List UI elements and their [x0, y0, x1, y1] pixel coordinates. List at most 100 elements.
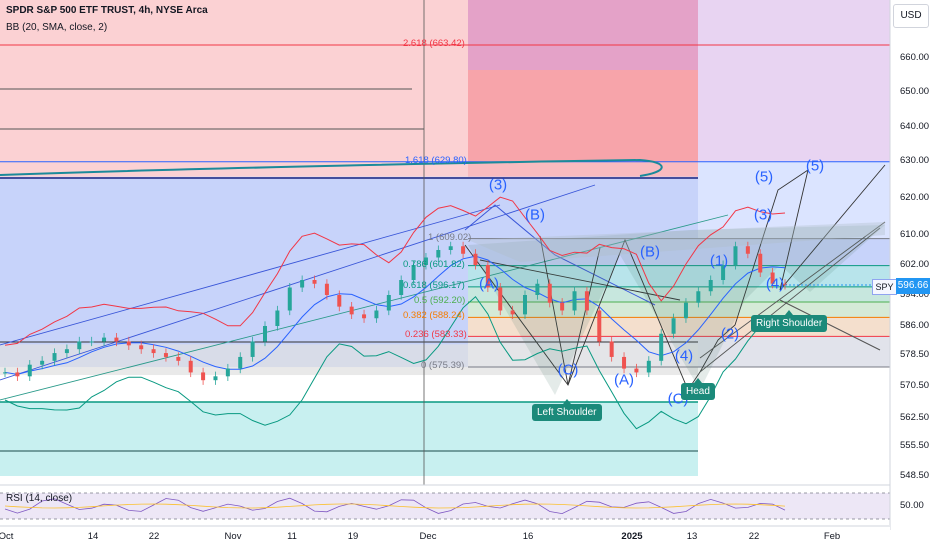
candle-body: [15, 372, 20, 377]
candle-body: [721, 265, 726, 280]
time-axis: [0, 525, 890, 550]
price-axis-tick: 620.00: [900, 192, 930, 203]
blue-zone-right: [698, 161, 890, 239]
zone-layer: [0, 0, 890, 476]
fib-level-label: 0.618 (596.17): [403, 279, 465, 291]
candle-body: [572, 291, 577, 311]
fib-grey-band: [468, 336, 890, 368]
wedge-fill: [468, 222, 885, 262]
bb-lower: [4, 295, 786, 430]
candle-body: [188, 360, 193, 373]
candle-body: [362, 314, 367, 319]
fib-level-label: 1.618 (629.80): [405, 154, 467, 166]
wave-path: [464, 204, 656, 306]
channel-line: [699, 227, 881, 373]
symbol-tag: SPY: [872, 279, 897, 295]
rsi-line: [4, 497, 786, 515]
last-price-tag: 596.66: [896, 278, 930, 294]
candle-body: [3, 372, 7, 374]
fib-level-label: 1 (609.02): [428, 231, 472, 243]
elliott-wave-label: (A): [479, 275, 499, 293]
rsi-ma-line: [4, 503, 786, 509]
fib-level-label: 0.786 (601.82): [403, 258, 465, 270]
elliott-wave-label: (3): [488, 176, 508, 194]
price-axis-tick: 594.00: [900, 289, 930, 300]
candle-body: [659, 333, 664, 361]
candle-body: [745, 246, 750, 254]
candle-body: [560, 302, 565, 311]
time-axis-tick: 11: [287, 531, 297, 542]
elliott-wave-label: (B): [640, 243, 660, 261]
price-axis-tick: 660.00: [900, 52, 930, 63]
candle-body: [423, 257, 428, 265]
indicator-label[interactable]: BB (20, SMA, close, 2): [6, 22, 108, 33]
time-axis-tick: 22: [148, 531, 160, 542]
candle-body: [411, 265, 416, 280]
instrument-title[interactable]: SPDR S&P 500 ETF TRUST, 4h, NYSE Arca: [6, 5, 208, 16]
candle-body: [312, 280, 317, 284]
candle-body: [126, 341, 131, 346]
trend-line: [0, 184, 596, 381]
candle-body: [374, 310, 379, 319]
price-axis-tick: 610.00: [900, 229, 930, 240]
price-axis-tick: 640.00: [900, 121, 930, 132]
candle-body: [139, 345, 144, 350]
purple-zone-right: [698, 0, 890, 162]
candle-body: [77, 341, 82, 350]
elliott-wave-label: (5): [754, 168, 774, 186]
candle-body: [386, 295, 391, 311]
candle-body: [634, 368, 639, 373]
bb-basis: [4, 255, 786, 375]
candle-body: [275, 310, 280, 326]
candle-body: [708, 280, 713, 292]
right-shoulder-label: Right Shoulder: [751, 310, 828, 332]
candle-body: [448, 246, 453, 250]
candle-body: [300, 280, 305, 288]
price-axis-tick: 602.00: [900, 259, 930, 270]
candle-body: [671, 318, 676, 334]
time-axis-tick: 13: [686, 531, 698, 542]
candle-body: [337, 295, 342, 307]
candle-body: [287, 287, 292, 311]
elliott-wave-label: (4): [765, 275, 785, 293]
wave-path: [464, 164, 886, 391]
rsi-label[interactable]: RSI (14, close): [6, 493, 73, 504]
rsi-layer: [0, 485, 890, 525]
pattern-fill: [468, 225, 885, 395]
candle-body: [485, 265, 490, 288]
candle-body: [597, 310, 602, 342]
candle-body: [436, 250, 441, 258]
bb-upper: [4, 196, 786, 346]
fib-level-label: 0.236 (583.33): [405, 329, 467, 341]
candle-body: [498, 287, 503, 311]
elliott-wave-label: (1): [709, 252, 729, 270]
candle-body: [510, 310, 515, 315]
candle-body: [225, 368, 230, 377]
fib-level-label: 2.618 (663.42): [403, 38, 465, 49]
price-axis-tick: 548.50: [900, 470, 930, 481]
candle-body: [151, 349, 156, 354]
candle-body: [238, 356, 243, 369]
time-axis-tick: 16: [522, 531, 534, 542]
candle-body: [535, 283, 540, 295]
bollinger-layer: [4, 196, 786, 430]
price-axis-tick: 578.50: [900, 349, 930, 360]
elliott-wave-label: (C): [557, 361, 579, 379]
price-axis-tick: 570.50: [900, 380, 930, 391]
candle-body: [27, 364, 32, 377]
price-axis-tick: 562.50: [900, 412, 930, 423]
channel-line: [699, 221, 886, 359]
rsi-axis-tick: 50.00: [900, 500, 924, 511]
candle-body: [263, 326, 267, 342]
elliott-wave-label: (4): [674, 347, 694, 365]
candle-body: [201, 372, 206, 381]
candle-body: [64, 349, 69, 354]
currency-button[interactable]: USD: [893, 4, 929, 28]
time-axis-tick: 19: [347, 531, 359, 542]
price-axis-tick: 630.00: [900, 155, 930, 166]
candle-body: [733, 246, 738, 265]
price-axis-tick: 650.00: [900, 86, 930, 97]
